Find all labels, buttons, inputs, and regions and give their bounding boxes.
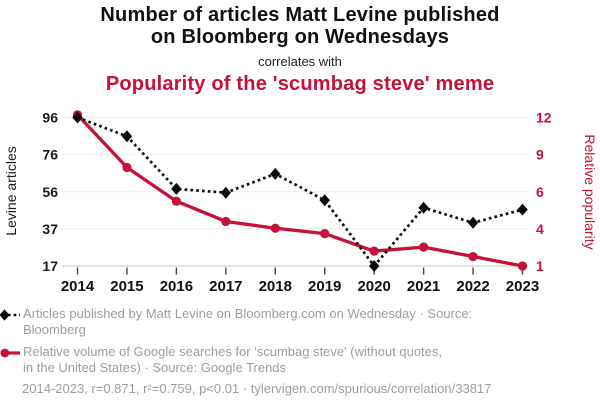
x-axis-year-label: 2016 <box>160 278 193 295</box>
data-point-red <box>270 223 280 233</box>
right-axis-tick-label: 4 <box>536 221 544 237</box>
x-axis-year-label: 2023 <box>506 278 539 295</box>
data-point-diamond <box>270 167 281 180</box>
data-point-diamond <box>517 203 528 216</box>
right-axis-title: Relative popularity <box>582 134 598 249</box>
legend-label-line1: Relative volume of Google searches for '… <box>23 344 443 359</box>
chart-title: Number of articles Matt Levine published… <box>0 4 600 48</box>
x-axis-year-label: 2015 <box>110 278 143 295</box>
series-line-black <box>77 116 523 268</box>
plot-area: 96 12 76 9 56 6 37 4 17 1 2014 2015 2016 2017 2018 2019… <box>3 110 598 296</box>
data-point-diamond <box>467 216 479 229</box>
data-point-red <box>320 229 330 239</box>
x-axis-year-label: 2014 <box>61 278 95 295</box>
series-levine-articles <box>72 111 528 272</box>
legend-label-line1: Articles published by Matt Levine on Blo… <box>23 306 473 321</box>
data-point-diamond <box>171 182 182 195</box>
data-point-red <box>171 196 181 206</box>
left-axis-tick-label: 96 <box>42 110 58 126</box>
data-point-red <box>468 251 478 262</box>
data-point-red <box>517 261 528 271</box>
right-axis-tick-label: 1 <box>536 258 544 274</box>
left-axis-tick-label: 76 <box>42 147 58 163</box>
data-point-diamond <box>72 111 83 124</box>
left-axis-tick-label: 17 <box>42 258 58 274</box>
data-point-red <box>122 162 132 173</box>
correlates-with-label: correlates with <box>258 54 342 69</box>
red-circle-line-marker-icon <box>0 348 20 358</box>
x-axis-year-label: 2018 <box>259 278 292 295</box>
data-point-diamond <box>220 186 232 199</box>
data-point-diamond <box>368 260 380 272</box>
data-point-red <box>221 216 231 227</box>
legend-label-line2: Bloomberg <box>23 322 86 337</box>
data-point-red <box>369 246 379 256</box>
legend-item-searches: Relative volume of Google searches for '… <box>0 344 442 376</box>
chart-subtitle: Popularity of the 'scumbag steve' meme <box>105 73 495 95</box>
x-axis-year-label: 2019 <box>308 278 341 295</box>
left-axis-tick-label: 37 <box>42 221 58 237</box>
stats-footer: 2014-2023, r=0.871, r²=0.759, p<0.01 · t… <box>22 381 492 396</box>
legend-label: Relative volume of Google searches for '… <box>23 344 442 376</box>
header: Number of articles Matt Levine published… <box>0 4 600 95</box>
x-axis-year-label: 2022 <box>456 278 489 295</box>
right-axis-tick-label: 12 <box>536 110 552 126</box>
data-point-diamond <box>121 130 133 143</box>
x-axis-year-label: 2017 <box>209 278 242 295</box>
x-axis-year-label: 2021 <box>407 278 440 295</box>
left-axis-tick-label: 56 <box>42 184 58 200</box>
legend-label-line2: in the United States) · Source: Google T… <box>23 360 287 375</box>
data-point-diamond <box>418 201 429 214</box>
right-axis-tick-label: 6 <box>536 184 544 200</box>
chart-title-line1: Number of articles Matt Levine published <box>100 4 500 26</box>
x-axis-year-label: 2020 <box>357 278 390 295</box>
data-point-red <box>419 242 429 252</box>
series-scumbag-steve <box>72 110 528 271</box>
legend-item-articles: Articles published by Matt Levine on Blo… <box>0 306 472 338</box>
legend-label: Articles published by Matt Levine on Blo… <box>23 306 472 338</box>
right-axis-tick-label: 9 <box>536 147 544 163</box>
left-axis-title: Levine articles <box>3 146 19 236</box>
series-line-red <box>76 113 523 268</box>
black-diamond-dashed-marker-icon <box>0 309 20 321</box>
chart-title-line2: on Bloomberg on Wednesdays <box>150 26 450 48</box>
data-point-diamond <box>319 194 330 207</box>
